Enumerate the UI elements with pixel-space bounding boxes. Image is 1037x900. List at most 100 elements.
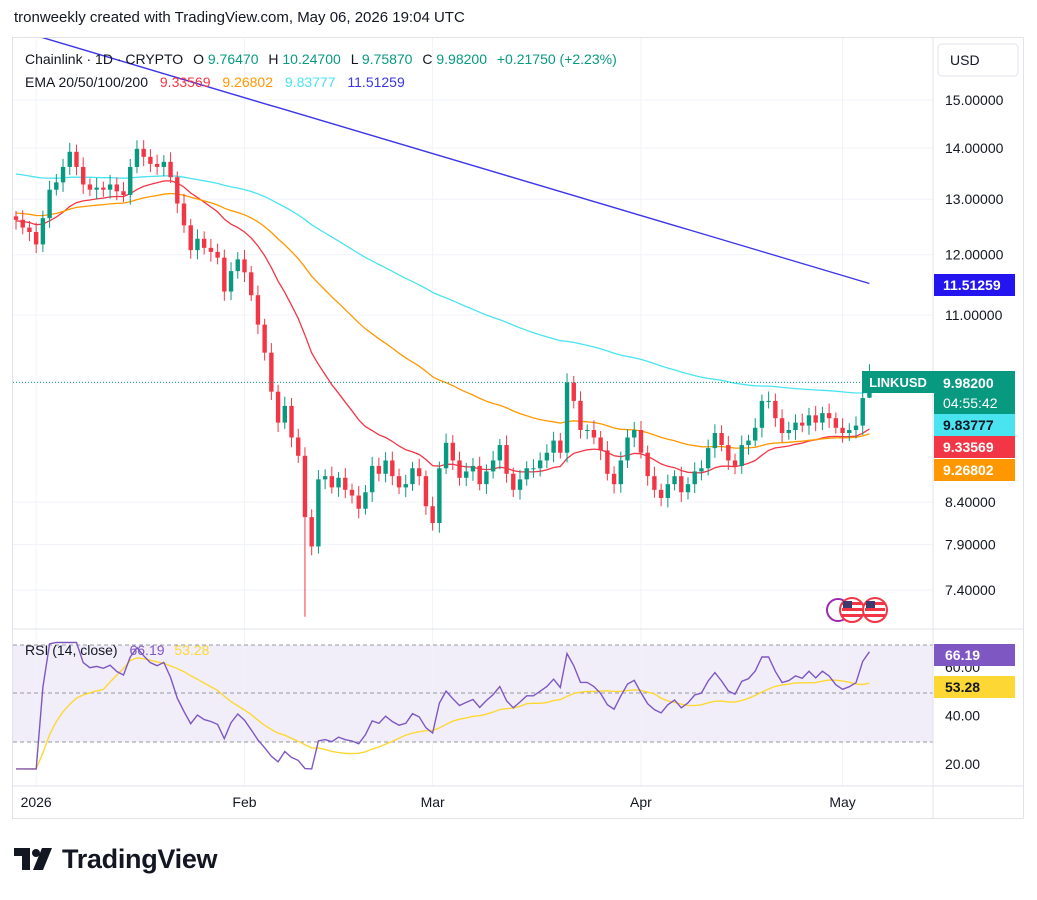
candle-body [652, 476, 657, 490]
candle-body [746, 440, 751, 446]
candle-body [585, 430, 590, 432]
us-flag-icon[interactable] [839, 597, 865, 623]
tradingview-wordmark: TradingView [62, 844, 218, 874]
candle-body [87, 184, 93, 190]
candle-body [618, 460, 623, 485]
time-tick-label: Mar [421, 794, 445, 810]
time-tick-label: 2026 [21, 794, 52, 810]
candle-body [396, 476, 402, 488]
price-tick-label: 15.00000 [945, 92, 1004, 108]
candle-body [369, 465, 375, 493]
price-axis[interactable]: 15.00000 14.00000 13.00000 12.00000 11.00000… [945, 92, 1004, 598]
currency-button[interactable] [937, 43, 1019, 77]
candle-body [766, 400, 771, 402]
legend-symbol: Chainlink · 1D · CRYPTO [25, 51, 183, 67]
candle-body [255, 295, 261, 325]
candle-body [356, 495, 361, 509]
candle-body [712, 433, 718, 449]
badge-price: 9.98200 [943, 375, 994, 391]
candle-body [262, 324, 267, 353]
candle-body [443, 442, 449, 469]
candle-body [591, 430, 597, 438]
candle-body [128, 166, 133, 195]
legend-ema20: 9.33569 [160, 74, 211, 90]
candle-body [779, 418, 785, 434]
rsi-legend-label: RSI (14, close) [25, 642, 118, 658]
candle-body [450, 442, 455, 461]
candle-body [826, 413, 832, 419]
price-tick-label: 14.00000 [945, 140, 1004, 156]
candle-body [47, 189, 52, 219]
candle-body [773, 400, 778, 419]
rsi-legend-ma: 53.28 [174, 642, 209, 658]
candle-body [719, 433, 724, 446]
rsi-value-badge: 66.19 [934, 644, 1015, 666]
candle-body [732, 460, 738, 466]
price-tick-label: 13.00000 [945, 191, 1004, 207]
candle-body [349, 489, 355, 496]
ema20-badge: 9.33569 [934, 436, 1015, 458]
event-flag-icons[interactable] [826, 597, 888, 623]
candle-body [168, 161, 173, 178]
ema-line-ema20 [15, 180, 870, 474]
candle-body [786, 430, 791, 434]
candle-body [806, 415, 812, 426]
candle-body [524, 468, 529, 480]
candle-body [208, 247, 214, 252]
rsi-ma-badge: 53.28 [934, 676, 1015, 698]
ema200-badge: 11.51259 [934, 274, 1015, 296]
candle-body [598, 437, 603, 451]
candle-body [705, 448, 711, 469]
candle-body [67, 151, 72, 167]
candle-body [685, 484, 691, 493]
candle-body [679, 476, 684, 493]
candle-body [578, 400, 583, 431]
rsi-tick-label: 40.00 [945, 707, 980, 723]
badge-ema200: 11.51259 [943, 277, 1001, 293]
candle-body [27, 227, 32, 233]
legend-ema50: 9.26802 [222, 74, 273, 90]
candle-body [188, 225, 193, 251]
candle-body [726, 445, 731, 461]
ema-lines [15, 29, 870, 474]
candle-body [121, 191, 126, 195]
candle-body [329, 476, 335, 488]
tradingview-logo[interactable]: TradingView [14, 844, 218, 875]
candle-body [390, 460, 395, 477]
badge-ema50: 9.26802 [943, 462, 994, 478]
legend-ema200: 11.51259 [347, 74, 405, 90]
time-tick-label: May [829, 794, 855, 810]
legend-row-1: Chainlink · 1D · CRYPTO O 9.76470 H 10.2… [25, 51, 617, 67]
chart-attribution: tronweekly created with TradingView.com,… [14, 9, 465, 26]
chart-frame[interactable]: Chainlink · 1D · CRYPTO O 9.76470 H 10.2… [12, 29, 1024, 819]
price-tick-label: 8.40000 [945, 494, 996, 510]
time-axis[interactable]: 2026 Feb Mar Apr May [21, 794, 856, 810]
us-flag-icon[interactable] [862, 597, 888, 623]
rsi-lines [16, 641, 870, 770]
candle-body [316, 479, 321, 547]
rsi-legend-value: 66.19 [129, 642, 164, 658]
chart-canvas[interactable]: Chainlink · 1D · CRYPTO O 9.76470 H 10.2… [13, 29, 1023, 818]
price-tick-label: 7.90000 [945, 537, 996, 553]
badge-rsi-ma: 53.28 [945, 679, 980, 695]
ema50-badge: 9.26802 [934, 459, 1015, 481]
candle-body [840, 427, 845, 434]
candle-body [107, 184, 113, 190]
ema-line-ema100 [15, 173, 870, 394]
candle-body [605, 450, 610, 474]
candle-body [753, 427, 758, 441]
candle-body [423, 476, 429, 507]
candle-body [544, 452, 550, 461]
candles[interactable] [13, 140, 872, 617]
candle-body [665, 484, 671, 498]
ema100-badge: 9.83777 [934, 414, 1015, 436]
candle-body [632, 430, 637, 438]
candle-body [114, 184, 119, 192]
candle-body [638, 430, 644, 453]
legend-ema100: 9.83777 [285, 74, 336, 90]
candle-body [201, 238, 207, 248]
legend-l-value: 9.75870 [362, 51, 413, 67]
legend-o-label: O [193, 51, 204, 67]
price-tick-label: 7.40000 [945, 582, 996, 598]
